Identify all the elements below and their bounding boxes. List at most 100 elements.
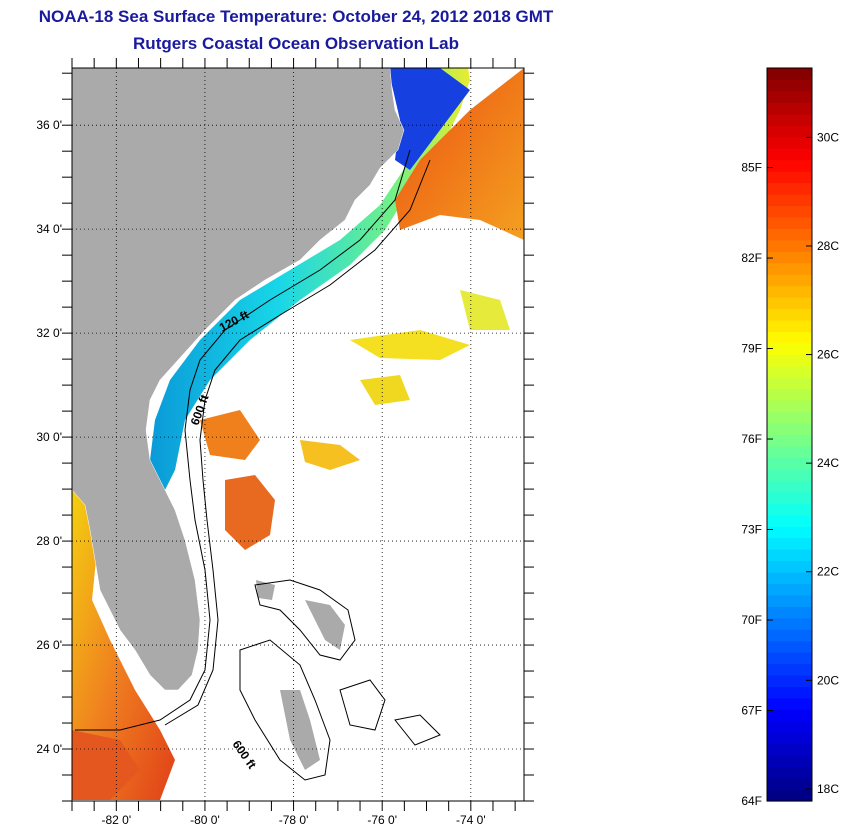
celsius-label: 28C: [817, 239, 839, 253]
colorbar-step: [767, 171, 812, 184]
colorbar-step: [767, 491, 812, 504]
lat-label: 34 0': [36, 222, 62, 236]
colorbar-step: [767, 205, 812, 218]
colorbar-step: [767, 193, 812, 207]
celsius-label: 24C: [817, 456, 839, 470]
colorbar-step: [767, 514, 812, 527]
colorbar-step: [767, 629, 812, 642]
colorbar-step: [767, 239, 812, 252]
colorbar-step: [767, 216, 812, 229]
colorbar-step: [767, 652, 812, 665]
land-bahamas-1: [305, 600, 345, 650]
colorbar-step: [767, 468, 812, 481]
colorbar-step: [767, 675, 812, 688]
colorbar-step: [767, 182, 812, 195]
warm-patch-3: [300, 440, 360, 470]
colorbar-step: [767, 228, 812, 241]
contour-bahamas-2: [239, 639, 331, 781]
lat-label: 36 0': [36, 118, 62, 132]
colorbar-step: [767, 778, 812, 791]
fahrenheit-label: 73F: [741, 523, 762, 537]
lat-label: 24 0': [36, 742, 62, 756]
celsius-labels: 30C 28C 26C 24C 22C 20C 18C: [817, 130, 839, 796]
celsius-label: 20C: [817, 673, 839, 687]
lat-label: 28 0': [36, 534, 62, 548]
colorbar-step: [767, 732, 812, 745]
land-mainland: [72, 68, 405, 691]
colorbar-ticks: [767, 136, 812, 802]
latitude-labels: 36 0' 34 0' 32 0' 30 0' 28 0' 26 0' 24 0': [36, 118, 62, 756]
colorbar-step: [767, 480, 812, 493]
colorbar-step: [767, 549, 812, 562]
colorbar-step: [767, 262, 812, 275]
colorbar-step: [767, 285, 812, 298]
fahrenheit-label: 70F: [741, 613, 762, 627]
lon-label: -76 0': [367, 813, 397, 827]
lon-label: -80 0': [190, 813, 220, 827]
fahrenheit-labels: 85F 82F 79F 76F 73F 70F 67F 64F: [741, 161, 762, 808]
colorbar-step: [767, 743, 812, 756]
fahrenheit-label: 82F: [741, 251, 762, 265]
colorbar-step: [767, 388, 812, 401]
colorbar-step: [767, 68, 812, 81]
colorbar-step: [767, 503, 812, 516]
fahrenheit-label: 85F: [741, 161, 762, 175]
map-title: NOAA-18 Sea Surface Temperature: October…: [38, 7, 554, 26]
colorbar-step: [767, 686, 812, 699]
contour-bahamas-3: [339, 679, 386, 731]
celsius-label: 18C: [817, 782, 839, 796]
colorbar-step: [767, 526, 812, 539]
colorbar-step: [767, 148, 812, 161]
contour-bahamas-4: [394, 714, 441, 746]
gulf-stream-warm-patch: [225, 475, 275, 550]
colorbar-step: [767, 457, 812, 470]
cold-water-north: [388, 68, 470, 170]
colorbar-step: [767, 663, 812, 676]
colorbar-step: [767, 354, 812, 367]
lon-label: -74 0': [456, 813, 486, 827]
contour-600ft: [164, 159, 431, 726]
lat-lon-grid: [72, 68, 524, 801]
warm-patch-7: [72, 730, 140, 800]
colorbar-step: [767, 113, 812, 126]
celsius-label: 22C: [817, 565, 839, 579]
colorbar-step: [767, 308, 812, 321]
warm-patch-4: [350, 330, 470, 360]
colorbar-step: [767, 606, 812, 619]
colorbar-frame: [766, 67, 813, 802]
colorbar-step: [767, 617, 812, 630]
coastal-water-band: [150, 68, 470, 500]
map-frame: [71, 67, 525, 802]
axis-ticks: [62, 58, 534, 811]
colorbar-step: [767, 697, 812, 710]
celsius-label: 26C: [817, 348, 839, 362]
lon-label: -78 0': [279, 813, 309, 827]
colorbar-step: [767, 377, 812, 390]
fahrenheit-label: 64F: [741, 794, 762, 808]
colorbar-step: [767, 594, 812, 607]
lon-label: -82 0': [101, 813, 131, 827]
fahrenheit-label: 67F: [741, 704, 762, 718]
colorbar-step: [767, 274, 812, 287]
colorbar-step: [767, 583, 812, 596]
colorbar-step: [767, 411, 812, 424]
colorbar-steps: [767, 68, 812, 802]
colorbar-step: [767, 640, 812, 653]
colorbar-step: [767, 251, 812, 264]
celsius-label: 30C: [817, 130, 839, 144]
colorbar-step: [767, 365, 812, 378]
colorbar-step: [767, 720, 812, 733]
colorbar-step: [767, 79, 812, 92]
colorbar-step: [767, 102, 812, 115]
colorbar-step: [767, 560, 812, 573]
colorbar-step: [767, 125, 812, 138]
gulf-stream-water: [395, 68, 524, 240]
fahrenheit-label: 79F: [741, 342, 762, 356]
lat-label: 30 0': [36, 430, 62, 444]
colorbar-step: [767, 434, 812, 447]
colorbar-step: [767, 136, 812, 149]
colorbar-step: [767, 90, 812, 103]
fahrenheit-label: 76F: [741, 432, 762, 446]
lat-label: 32 0': [36, 326, 62, 340]
